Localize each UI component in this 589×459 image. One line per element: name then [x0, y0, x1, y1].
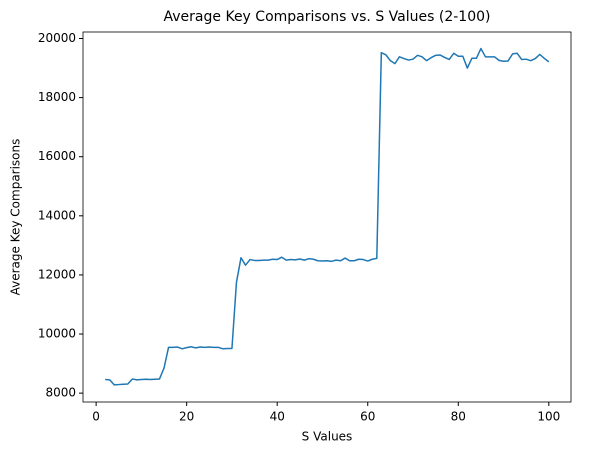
y-tick-label: 14000 — [38, 208, 76, 222]
data-line — [105, 47, 550, 386]
x-tick-label: 20 — [179, 410, 194, 424]
chart-title: Average Key Comparisons vs. S Values (2-… — [164, 9, 491, 25]
x-tick-label: 60 — [360, 410, 375, 424]
x-tick-label: 80 — [451, 410, 466, 424]
y-tick-label: 10000 — [38, 327, 76, 341]
y-tick-label: 8000 — [45, 386, 76, 400]
y-tick-label: 16000 — [38, 149, 76, 163]
y-axis-label: Average Key Comparisons — [9, 139, 23, 296]
x-axis-label: S Values — [302, 430, 353, 444]
plot-frame — [82, 31, 572, 403]
y-tick-label: 20000 — [38, 31, 76, 45]
x-tick-label: 40 — [270, 410, 285, 424]
y-tick-label: 18000 — [38, 90, 76, 104]
y-tick-label: 12000 — [38, 267, 76, 281]
x-tick-label: 0 — [92, 410, 100, 424]
x-tick-label: 100 — [537, 410, 560, 424]
